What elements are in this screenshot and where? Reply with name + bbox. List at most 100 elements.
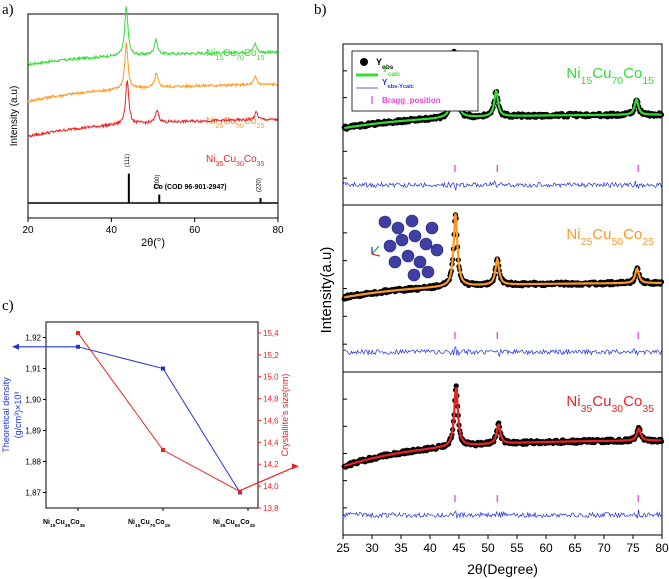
panel-b-xtick-label: 75	[626, 541, 640, 555]
panel-c-series-marker	[238, 489, 242, 494]
formula-subscript: 35	[642, 403, 654, 415]
panel-b-crystal-atom	[425, 221, 439, 235]
panel-a-frame	[27, 13, 279, 219]
panel-b-xtick-label: 50	[481, 541, 495, 555]
panel-b-xtick-label: 45	[452, 541, 466, 555]
formula-subscript: 15	[50, 523, 56, 529]
formula-element: Co	[155, 519, 164, 526]
formula-subscript: 50	[236, 123, 244, 130]
formula-subscript: 25	[250, 523, 256, 529]
formula-subscript: 30	[236, 161, 244, 168]
panel-b-observed-points	[341, 383, 665, 470]
panel-b-crystal-atom	[408, 229, 422, 243]
panel-a-xtick-label: 80	[272, 225, 284, 236]
panel-a-series-label: Ni35Cu30Co35	[206, 154, 265, 168]
formula-element: Cu	[592, 65, 611, 82]
panel-a-xtick-label: 20	[22, 225, 34, 236]
formula-element: Ni	[566, 65, 580, 82]
formula-subscript: 15	[581, 75, 593, 87]
panel-c-xtick-label: Ni15Cu70Co15	[128, 519, 170, 529]
panel-a-ref-hkl: (220)	[257, 178, 263, 192]
formula-element: Cu	[225, 519, 234, 526]
formula-element: Co	[623, 65, 642, 82]
panel-b-crystal-atom	[378, 215, 392, 229]
panel-b-xtick-label: 55	[510, 541, 524, 555]
formula-element: Co	[244, 154, 257, 165]
panel-b-calculated-line	[343, 387, 662, 468]
formula-subscript: 50	[235, 523, 241, 529]
formula-subscript: 35	[257, 161, 265, 168]
panel-b-crystal-axis	[371, 253, 381, 257]
panel-b-xtick-label: 30	[365, 541, 379, 555]
panel-c-ytick-right-label: 14,6	[263, 416, 279, 425]
panel-b-xtick-label: 80	[655, 541, 669, 555]
panel-b-crystal-axis	[371, 245, 380, 255]
panel-c-series-line	[77, 346, 241, 493]
panel-b-legend-obs-symbol	[360, 58, 368, 66]
panel-b-difference-line	[342, 179, 662, 191]
formula-element: Ni	[566, 393, 580, 410]
formula-element: Cu	[223, 48, 236, 59]
formula-subscript: 35	[581, 403, 593, 415]
panel-b-crystal-atom	[395, 233, 409, 247]
panel-label-c: c)	[2, 298, 14, 314]
panel-b-difference-line	[342, 509, 662, 520]
legend-subscript: obs	[382, 64, 394, 71]
panel-b-legend-box	[351, 50, 479, 112]
formula-subscript: 25	[257, 123, 265, 130]
legend-subscript: calc	[388, 71, 401, 78]
formula-subscript: 30	[611, 403, 623, 415]
panel-a-xtick-label: 40	[106, 225, 118, 236]
panel-b-xtick-label: 65	[568, 541, 582, 555]
panel-a-xtick-label: 60	[189, 225, 201, 236]
panel-b-xtick-label: 35	[394, 541, 408, 555]
formula-subscript: 70	[236, 55, 244, 62]
formula-element: Ni	[128, 519, 135, 526]
formula-element: Cu	[592, 226, 611, 243]
panel-c-ytick-left-label: 1,92	[25, 334, 41, 343]
panel-b-crystal-atom	[421, 265, 435, 279]
panel-a-ref-hkl: (111)	[125, 154, 131, 167]
formula-subscript: 25	[642, 236, 654, 248]
formula-subscript: 15	[215, 55, 223, 62]
panel-c-ytick-left-label: 1,89	[25, 427, 41, 436]
panel-b-crystal-atom	[430, 243, 444, 257]
formula-subscript: 15	[165, 523, 171, 529]
panel-c-left-arrowhead	[12, 343, 19, 350]
panel-b-observed-point	[496, 420, 502, 426]
panel-c-xtick-label: Ni35Cu50Co25	[213, 519, 255, 529]
panel-b-xtick-label: 25	[336, 541, 350, 555]
panel-c-right-arrowhead	[292, 463, 299, 470]
formula-element: Co	[244, 116, 257, 127]
formula-element: Co	[240, 519, 249, 526]
panel-a-series-line	[27, 79, 278, 138]
panel-c-series-line	[77, 332, 241, 493]
panel-b-sample-label: Ni15Cu70Co15	[566, 65, 654, 87]
formula-element: Co	[623, 393, 642, 410]
panel-b-crystal-atom	[391, 221, 405, 235]
panel-c-ytick-right-label: 14,2	[263, 460, 279, 469]
panel-b-xtick-label: 70	[597, 541, 611, 555]
panel-b-xtick-label: 40	[423, 541, 437, 555]
panel-c-ytick-right-label: 15,0	[263, 373, 279, 382]
panel-b-sample-label: Ni25Cu50Co25	[566, 226, 654, 248]
panel-b-crystal-atom	[405, 214, 419, 228]
panel-a-series-label: Ni15Cu70Co15	[206, 48, 265, 62]
panel-c-ytick-left-label: 1,91	[25, 365, 41, 374]
panel-c-series-marker	[161, 448, 165, 453]
panel-b-crystal-atom	[419, 237, 433, 251]
panel-c-ytick-right-label: 13,8	[263, 504, 279, 513]
legend-subscript: obs-Ycalc	[387, 84, 413, 90]
formula-subscript: 35	[215, 161, 223, 168]
panel-c-ylabel-right: Crystallite's size(nm)	[280, 374, 290, 457]
formula-subscript: 15	[642, 75, 654, 87]
formula-subscript: 35	[80, 523, 86, 529]
panel-b-sample-label: Ni35Cu30Co35	[566, 393, 654, 415]
formula-subscript: 25	[215, 123, 223, 130]
panel-c-series-marker	[161, 366, 165, 371]
panel-b-crystal-atom	[407, 268, 421, 282]
panel-c-ytick-right-label: 15,2	[263, 351, 279, 360]
panel-a-ref-hkl: (200)	[155, 175, 161, 189]
formula-element: Ni	[213, 519, 220, 526]
